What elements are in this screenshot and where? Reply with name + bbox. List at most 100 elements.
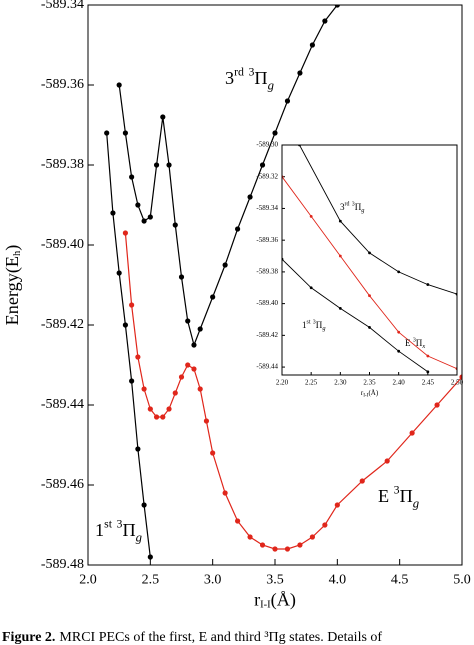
y-tick-label: -589.36: [256, 236, 278, 244]
x-tick-label: 2.5: [142, 573, 160, 588]
curve: [106, 132, 151, 558]
point: [247, 534, 253, 540]
y-tick-label: -589.34: [41, 0, 84, 12]
y-tick-label: -589.40: [41, 237, 84, 252]
point: [368, 326, 371, 329]
x-axis-label: rI-I(Å): [361, 389, 379, 399]
point: [338, 254, 342, 258]
caption: Figure 2. MRCI PECs of the first, E and t…: [2, 630, 382, 645]
point: [178, 274, 185, 280]
point: [235, 226, 241, 232]
point: [172, 222, 178, 228]
point: [153, 414, 160, 420]
x-tick-label: 5.0: [453, 573, 471, 588]
y-tick-label: -589.46: [41, 477, 84, 492]
point: [191, 366, 197, 372]
point: [122, 230, 128, 236]
point: [197, 326, 203, 332]
point: [166, 162, 172, 168]
point: [147, 406, 153, 412]
x-tick-label: 2.45: [422, 378, 435, 386]
point: [384, 458, 390, 464]
x-tick-label: 2.25: [305, 378, 318, 386]
point: [426, 370, 430, 374]
series-label: 3rd 3Πg: [225, 64, 274, 92]
point: [334, 5, 340, 8]
y-tick-label: -589.30: [256, 141, 278, 149]
point: [141, 386, 147, 392]
series-label: 1st 3Πg: [95, 516, 142, 544]
plot-frame: [281, 144, 458, 376]
point: [338, 219, 342, 223]
curve: [282, 258, 429, 373]
point: [222, 490, 228, 496]
point: [359, 478, 365, 484]
x-tick-label: 2.0: [79, 573, 97, 588]
point: [160, 414, 166, 420]
point: [197, 386, 203, 392]
point: [259, 162, 266, 168]
point: [172, 390, 178, 396]
point: [235, 518, 241, 524]
point: [122, 322, 128, 328]
point: [104, 130, 110, 136]
point: [434, 402, 440, 408]
x-tick-label: 3.0: [204, 573, 222, 588]
point: [222, 262, 228, 268]
point: [322, 522, 328, 528]
point: [426, 354, 430, 358]
y-tick-label: -589.40: [256, 299, 278, 307]
point: [141, 218, 147, 224]
point: [334, 502, 340, 508]
point: [297, 70, 303, 76]
point: [459, 374, 462, 380]
point: [129, 302, 135, 308]
point: [210, 294, 216, 300]
axis-label-part: I-I: [260, 600, 271, 611]
series-label: 3rd 3Πg: [340, 202, 364, 215]
x-tick-label: 4.5: [391, 573, 409, 588]
point: [309, 286, 313, 290]
axis-label-part: I-I: [363, 393, 368, 399]
x-tick-label: 2.20: [276, 378, 289, 386]
point: [272, 546, 278, 552]
point: [203, 418, 210, 424]
x-tick-label: 3.5: [266, 573, 284, 588]
point: [116, 82, 122, 88]
point: [272, 130, 278, 136]
y-tick-label: -589.38: [41, 157, 84, 172]
x-tick-label: 2.40: [393, 378, 406, 386]
x-tick-label: 2.30: [334, 378, 347, 386]
point: [397, 330, 401, 334]
point: [322, 18, 328, 24]
point: [110, 210, 116, 216]
point: [191, 342, 197, 348]
point: [397, 349, 401, 353]
point: [309, 534, 315, 540]
point: [309, 214, 313, 218]
point: [397, 270, 401, 274]
point: [178, 374, 185, 380]
caption-label: Figure 2.: [2, 630, 55, 645]
axis-label-part: (Å): [368, 389, 378, 397]
point: [153, 162, 160, 168]
point: [297, 542, 303, 548]
curve: [299, 145, 457, 295]
x-tick-label: 4.0: [329, 573, 347, 588]
point: [147, 554, 153, 560]
point: [135, 354, 141, 360]
axis-label-part: Energy(E: [2, 256, 23, 325]
point: [147, 214, 153, 220]
point: [185, 362, 191, 368]
axis-label-part: (Å): [271, 590, 296, 611]
y-tick-label: -589.34: [256, 204, 278, 212]
point: [247, 194, 253, 200]
y-tick-label: -589.32: [256, 172, 278, 180]
axis-label-part: ): [2, 245, 23, 251]
series-label: 1st 3Πg: [302, 320, 326, 333]
point: [122, 130, 128, 136]
point: [259, 542, 266, 548]
point: [135, 202, 141, 208]
point: [166, 406, 172, 412]
